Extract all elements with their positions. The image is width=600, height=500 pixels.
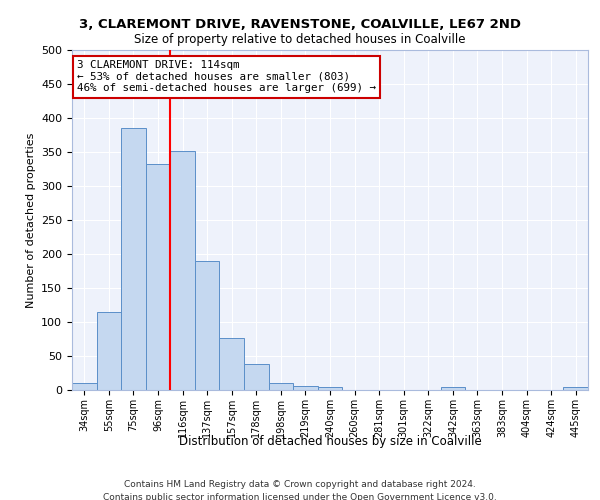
- Bar: [72, 383, 97, 390]
- Bar: [146, 164, 170, 390]
- Text: 3, CLAREMONT DRIVE, RAVENSTONE, COALVILLE, LE67 2ND: 3, CLAREMONT DRIVE, RAVENSTONE, COALVILL…: [79, 18, 521, 30]
- Bar: [318, 388, 342, 390]
- Bar: [195, 261, 220, 390]
- Bar: [220, 338, 244, 390]
- Bar: [97, 312, 121, 390]
- Bar: [121, 128, 146, 390]
- Bar: [440, 386, 465, 390]
- Y-axis label: Number of detached properties: Number of detached properties: [26, 132, 35, 308]
- Bar: [170, 150, 195, 390]
- Bar: [244, 364, 269, 390]
- Bar: [269, 383, 293, 390]
- Text: Contains public sector information licensed under the Open Government Licence v3: Contains public sector information licen…: [103, 492, 497, 500]
- Text: 3 CLAREMONT DRIVE: 114sqm
← 53% of detached houses are smaller (803)
46% of semi: 3 CLAREMONT DRIVE: 114sqm ← 53% of detac…: [77, 60, 376, 94]
- Text: Size of property relative to detached houses in Coalville: Size of property relative to detached ho…: [134, 32, 466, 46]
- Bar: [563, 386, 588, 390]
- Text: Distribution of detached houses by size in Coalville: Distribution of detached houses by size …: [179, 435, 481, 448]
- Text: Contains HM Land Registry data © Crown copyright and database right 2024.: Contains HM Land Registry data © Crown c…: [124, 480, 476, 489]
- Bar: [293, 386, 318, 390]
